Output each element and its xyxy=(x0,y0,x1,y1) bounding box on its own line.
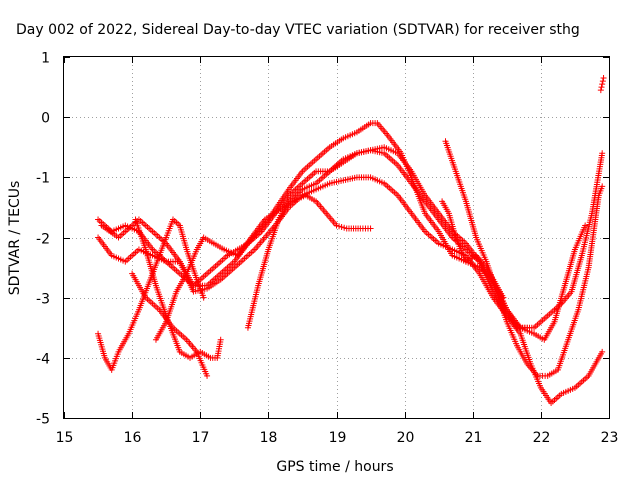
data-point xyxy=(217,336,224,343)
data-point xyxy=(598,84,605,91)
y-tick-label: -2 xyxy=(36,232,50,248)
x-tick-label: 17 xyxy=(192,430,210,446)
series-track-10 xyxy=(439,198,531,331)
data-point xyxy=(338,223,345,230)
y-tick-label: -1 xyxy=(36,171,50,187)
data-point xyxy=(599,81,606,88)
series-track-4 xyxy=(95,216,207,373)
data-point xyxy=(333,222,340,229)
series-track-7 xyxy=(152,192,374,343)
data-point xyxy=(204,372,211,379)
data-point xyxy=(582,222,589,229)
data-point xyxy=(599,78,606,85)
data-point xyxy=(599,348,606,355)
x-tick-label: 21 xyxy=(465,430,483,446)
y-tick-label: 1 xyxy=(41,51,50,67)
data-point xyxy=(599,183,606,190)
y-axis-label: SDTVAR / TECUs xyxy=(7,181,23,296)
axis-ticks: 15 16 17 18 19 20 21 22 23 1 0 -1 -2 -3 -4 -5 xyxy=(36,51,618,447)
data-point xyxy=(367,225,374,232)
data-point xyxy=(524,324,531,331)
series-track-11 xyxy=(597,75,607,94)
data-point xyxy=(200,294,207,301)
data-point xyxy=(600,75,607,82)
series-track-8 xyxy=(244,147,606,406)
data-point xyxy=(341,224,348,231)
data-point xyxy=(336,223,343,230)
series-track-5 xyxy=(129,270,211,379)
y-tick-label: -4 xyxy=(36,352,50,368)
y-tick-label: -3 xyxy=(36,292,50,308)
y-tick-label: -5 xyxy=(36,412,50,428)
chart-title: Day 002 of 2022, Sidereal Day-to-day VTE… xyxy=(16,22,580,38)
data-marks xyxy=(95,75,607,406)
series-track-2 xyxy=(98,174,589,343)
plot-frame xyxy=(63,56,610,419)
y-tick-label: 0 xyxy=(41,111,50,127)
data-point xyxy=(597,87,604,94)
x-tick-label: 22 xyxy=(533,430,551,446)
data-point xyxy=(599,150,606,157)
x-tick-label: 19 xyxy=(329,430,347,446)
x-tick-label: 18 xyxy=(260,430,278,446)
x-tick-label: 20 xyxy=(397,430,415,446)
x-tick-label: 16 xyxy=(124,430,142,446)
x-axis-label: GPS time / hours xyxy=(276,459,393,475)
x-tick-label: 15 xyxy=(56,430,74,446)
x-tick-label: 23 xyxy=(601,430,619,446)
